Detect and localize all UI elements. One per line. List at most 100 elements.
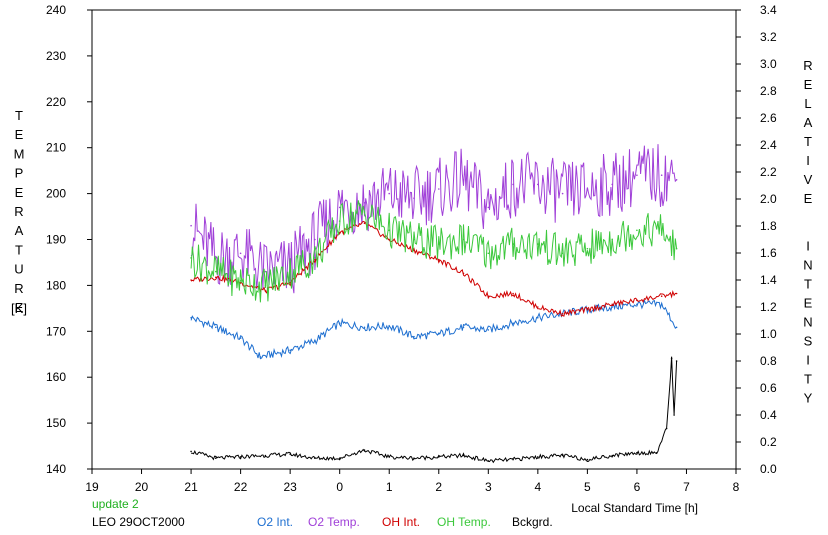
- y-right-tick-label: 2.0: [760, 192, 777, 206]
- data-point: [363, 326, 366, 329]
- data-point: [314, 257, 316, 259]
- y-left-label-letter: R: [14, 281, 23, 296]
- y-right-label-letter: I: [806, 353, 810, 368]
- y-right-label-letter: Y: [804, 391, 813, 406]
- data-point: [462, 238, 465, 241]
- y-left-label-letter: U: [14, 262, 23, 277]
- data-point: [289, 453, 292, 455]
- y-right-label-letter: I: [806, 153, 810, 168]
- data-point: [289, 349, 292, 352]
- data-point: [239, 252, 242, 255]
- data-point: [675, 360, 678, 362]
- data-point: [611, 183, 613, 186]
- data-point: [338, 322, 341, 325]
- data-point: [413, 238, 415, 241]
- y-right-tick-label: 1.0: [760, 327, 777, 341]
- data-point: [512, 183, 514, 186]
- data-point: [239, 456, 242, 458]
- data-point: [438, 259, 440, 261]
- data-point: [215, 457, 217, 460]
- x-axis-label: Local Standard Time [h]: [571, 501, 698, 515]
- x-tick-label: 20: [135, 480, 149, 494]
- data-point: [388, 238, 391, 241]
- legend-entry: O2 Temp.: [308, 515, 360, 529]
- data-point: [561, 252, 564, 255]
- data-point: [215, 276, 217, 279]
- y-right-tick-label: 0.4: [760, 408, 777, 422]
- y-right-label-letter: I: [806, 239, 810, 254]
- data-point: [239, 280, 242, 282]
- data-point: [670, 357, 673, 360]
- data-point: [190, 224, 192, 227]
- data-point: [438, 333, 440, 335]
- series-line: [190, 200, 678, 303]
- data-point: [537, 306, 539, 308]
- data-point: [561, 454, 564, 457]
- data-point: [586, 308, 589, 311]
- y-right-tick-label: 0.8: [760, 354, 777, 368]
- legend-entry: Bckgrd.: [512, 515, 553, 529]
- data-point: [363, 202, 366, 204]
- y-right-tick-label: 3.2: [760, 30, 777, 44]
- y-right-tick-label: 3.4: [760, 3, 777, 17]
- y-left-tick-label: 150: [46, 416, 66, 430]
- y-left-tick-label: 180: [46, 278, 66, 292]
- data-point: [413, 457, 415, 460]
- data-point: [665, 427, 668, 430]
- station-text: LEO 29OCT2000: [92, 515, 185, 529]
- y-right-tick-label: 1.6: [760, 246, 777, 260]
- data-point: [561, 313, 564, 315]
- data-point: [512, 322, 514, 325]
- y-right-label-letter: E: [804, 77, 813, 92]
- data-point: [561, 192, 564, 195]
- y-right-label-letter: T: [804, 277, 812, 292]
- y-left-tick-label: 160: [46, 370, 66, 384]
- data-point: [438, 243, 440, 245]
- y-left-tick-label: 220: [46, 95, 66, 109]
- y-left-label-letter: E: [15, 300, 24, 315]
- data-point: [190, 450, 192, 453]
- y-right-tick-label: 2.2: [760, 165, 777, 179]
- y-right-tick-label: 3.0: [760, 57, 777, 71]
- data-point: [660, 295, 663, 298]
- data-point: [314, 340, 316, 342]
- legend-entry: O2 Int.: [257, 515, 293, 529]
- y-right-label-letter: T: [804, 372, 812, 387]
- data-point: [388, 229, 391, 232]
- data-point: [314, 238, 316, 241]
- x-tick-label: 5: [584, 480, 591, 494]
- y-left-tick-label: 190: [46, 233, 66, 247]
- data-point: [462, 326, 465, 329]
- data-point: [586, 247, 589, 250]
- data-point: [264, 454, 267, 457]
- y-right-label-letter: T: [804, 134, 812, 149]
- data-point: [636, 174, 638, 176]
- data-point: [675, 179, 678, 181]
- series-line: [190, 220, 677, 317]
- y-left-unit: [K]: [11, 301, 27, 316]
- y-left-label-letter: A: [15, 223, 24, 238]
- data-point: [338, 457, 341, 460]
- legend: O2 Int. O2 Temp. OH Int. OH Temp. Bckgrd.: [257, 515, 553, 529]
- data-point: [636, 452, 638, 454]
- x-axis: 19 20 21 22 23 0 1 2 3 4 5 6 7 8: [85, 469, 740, 494]
- data-point: [586, 188, 589, 190]
- y-right-tick-label: 2.8: [760, 84, 777, 98]
- data-point: [413, 197, 415, 199]
- data-point: [660, 303, 663, 306]
- data-point: [438, 456, 440, 458]
- data-point: [314, 259, 316, 261]
- y-left-axis: 140 150 160 170 180 190 200 210 220 230 240: [46, 3, 92, 476]
- y-left-tick-label: 140: [46, 462, 66, 476]
- legend-entry: OH Temp.: [437, 515, 491, 529]
- data-point: [338, 220, 341, 222]
- x-tick-label: 0: [336, 480, 343, 494]
- y-left-label-letter: R: [14, 204, 23, 219]
- series-line: [190, 144, 677, 294]
- data-point: [190, 317, 192, 319]
- x-tick-label: 19: [85, 480, 99, 494]
- data-point: [487, 206, 490, 209]
- series-line: [191, 356, 678, 464]
- y-left-label-letter: E: [15, 127, 24, 142]
